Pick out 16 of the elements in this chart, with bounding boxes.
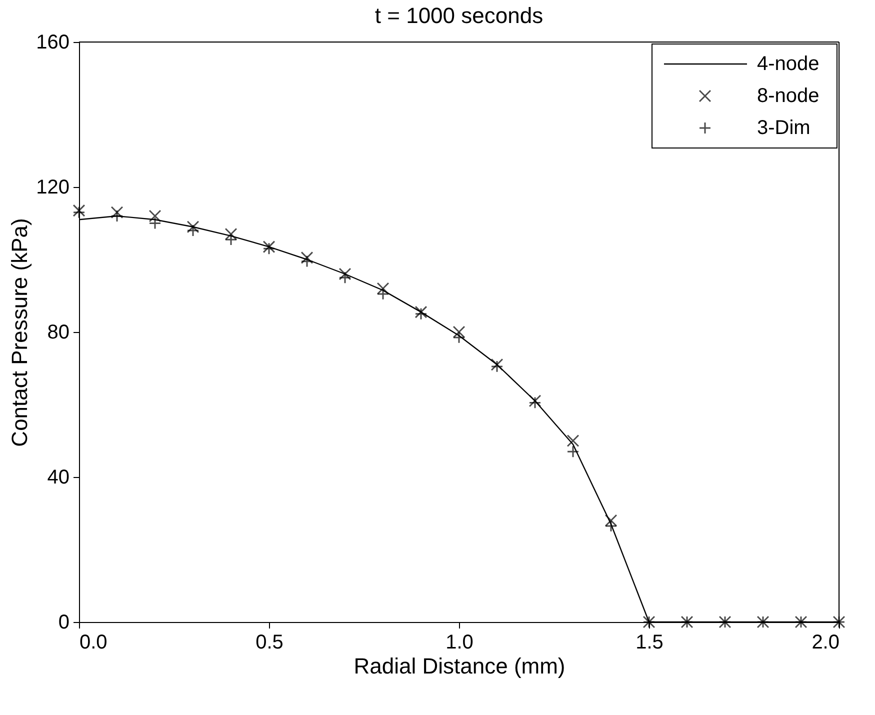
y-tick-label: 120 <box>36 176 70 198</box>
x-tick-label: 2.0 <box>812 632 840 654</box>
x-tick-label: 1.5 <box>636 632 664 654</box>
x-tick-label: 0.5 <box>256 632 284 654</box>
x-axis-title: Radial Distance (mm) <box>354 654 566 678</box>
y-tick-label: 160 <box>36 32 70 54</box>
x-tick-label: 0.0 <box>80 632 108 654</box>
x-tick-label: 1.0 <box>446 632 474 654</box>
legend-label: 8-node <box>757 85 820 107</box>
chart-title: t = 1000 seconds <box>374 3 544 28</box>
y-tick-label: 0 <box>58 612 70 634</box>
legend-label: 4-node <box>757 53 820 75</box>
legend-label: 3-Dim <box>757 117 810 139</box>
y-axis-title: Contact Pressure (kPa) <box>7 218 32 447</box>
y-tick-label: 80 <box>47 322 70 344</box>
y-tick-label: 40 <box>47 466 70 488</box>
